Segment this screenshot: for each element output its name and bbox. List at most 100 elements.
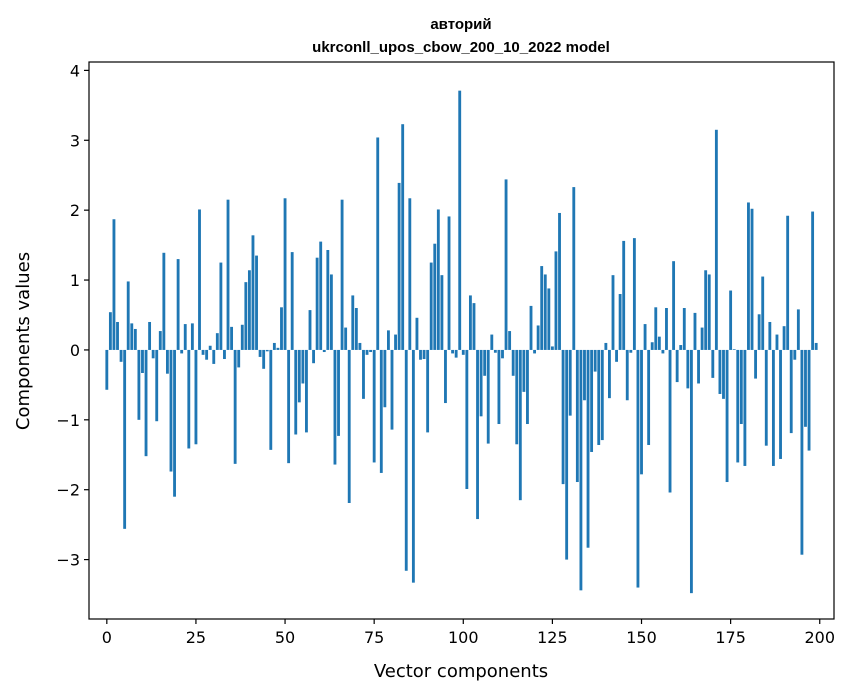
- bar-102: [468, 295, 472, 350]
- bar-19: [173, 349, 176, 497]
- bar-8: [133, 328, 137, 350]
- bar-65: [337, 349, 340, 436]
- bar-67: [344, 327, 348, 350]
- bar-63: [329, 274, 333, 350]
- bar-64: [333, 349, 337, 465]
- bar-119: [529, 305, 533, 350]
- bar-194: [796, 309, 800, 350]
- bar-12: [148, 321, 152, 350]
- bar-175: [729, 290, 733, 350]
- y-tick-label: −3: [56, 551, 80, 570]
- y-axis-label: Components values: [13, 252, 34, 430]
- bar-3: [116, 321, 119, 350]
- bar-170: [711, 349, 715, 378]
- bar-18: [169, 349, 173, 472]
- bar-163: [686, 349, 690, 389]
- bar-174: [725, 349, 729, 483]
- bar-155: [657, 336, 661, 350]
- bar-4: [119, 349, 123, 362]
- bar-5: [123, 349, 127, 529]
- bar-189: [779, 349, 782, 459]
- bar-120: [533, 349, 536, 354]
- bar-58: [312, 349, 315, 364]
- bar-164: [689, 349, 693, 594]
- x-tick-label: 25: [186, 628, 206, 647]
- bar-72: [362, 349, 365, 399]
- bar-118: [526, 349, 529, 425]
- bar-128: [561, 349, 565, 485]
- bar-130: [568, 349, 572, 416]
- bar-176: [732, 349, 736, 350]
- bar-2: [112, 219, 116, 350]
- bar-53: [294, 349, 298, 435]
- bar-167: [700, 327, 704, 350]
- bar-49: [280, 307, 283, 350]
- bar-79: [387, 330, 390, 350]
- bar-138: [597, 349, 601, 445]
- bar-16: [162, 252, 166, 350]
- bar-141: [608, 349, 611, 399]
- bar-131: [572, 187, 576, 350]
- bar-42: [255, 255, 258, 350]
- bar-0: [105, 349, 109, 390]
- bar-166: [697, 349, 700, 384]
- bar-50: [283, 198, 287, 350]
- bar-179: [743, 349, 747, 466]
- bar-34: [226, 199, 230, 350]
- bar-101: [465, 349, 469, 490]
- x-tick-label: 0: [102, 628, 112, 647]
- bar-46: [269, 349, 273, 450]
- bar-77: [379, 349, 383, 473]
- bar-94: [440, 275, 444, 350]
- bar-88: [419, 349, 422, 360]
- bar-37: [237, 349, 241, 368]
- bar-135: [586, 349, 590, 548]
- bar-193: [793, 349, 797, 360]
- bar-83: [401, 124, 405, 350]
- bar-56: [305, 349, 308, 433]
- bar-165: [693, 312, 697, 350]
- x-axis-label: Vector components: [374, 661, 548, 682]
- x-tick-label: 125: [537, 628, 568, 647]
- bar-80: [390, 349, 394, 430]
- bar-117: [522, 349, 526, 392]
- bar-59: [315, 257, 319, 350]
- bar-10: [141, 349, 144, 373]
- bar-25: [194, 349, 198, 445]
- bar-86: [411, 349, 415, 583]
- bar-71: [358, 342, 362, 350]
- bar-198: [811, 211, 815, 350]
- bar-132: [575, 349, 579, 483]
- bar-15: [158, 331, 162, 350]
- bar-103: [472, 303, 476, 350]
- bar-69: [351, 295, 355, 350]
- bar-190: [782, 326, 786, 350]
- bar-93: [436, 209, 440, 350]
- bar-199: [814, 342, 818, 350]
- bar-154: [654, 307, 658, 350]
- bar-98: [454, 349, 458, 358]
- bar-169: [707, 274, 711, 350]
- bar-133: [579, 349, 583, 591]
- bar-17: [165, 349, 169, 374]
- bar-136: [590, 349, 594, 452]
- bar-178: [739, 349, 743, 425]
- bar-147: [629, 349, 633, 353]
- bar-157: [665, 308, 668, 350]
- bar-84: [404, 349, 408, 571]
- bar-92: [433, 243, 437, 350]
- x-tick-label: 75: [364, 628, 384, 647]
- bar-127: [558, 212, 561, 350]
- bar-197: [807, 349, 811, 451]
- x-tick-label: 175: [715, 628, 746, 647]
- bar-68: [347, 349, 351, 503]
- bar-95: [444, 349, 447, 404]
- plot-frame: [88, 61, 835, 620]
- bar-99: [458, 90, 462, 350]
- bar-9: [137, 349, 141, 420]
- y-tick-label: 3: [70, 131, 80, 150]
- bar-29: [208, 345, 212, 350]
- y-tick-label: −2: [56, 481, 80, 500]
- bar-61: [322, 349, 326, 353]
- bar-185: [764, 349, 768, 446]
